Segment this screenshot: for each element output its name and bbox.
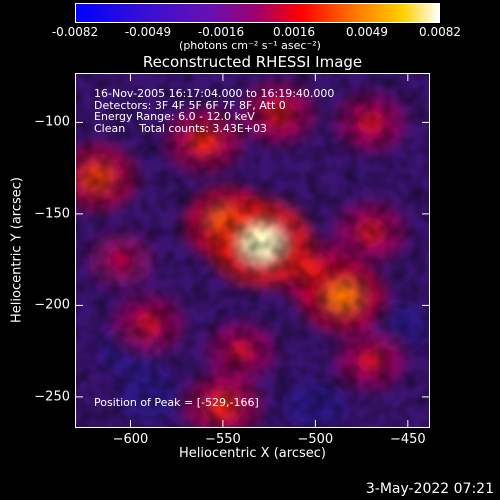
colorbar-tick-labels: -0.0082 -0.0049 -0.0016 0.0016 0.0049 0.…	[0, 25, 500, 39]
x-tick-label: −500	[297, 432, 334, 447]
colorbar-tick-label: -0.0082	[51, 25, 99, 39]
colorbar-tick-label: -0.0049	[124, 25, 172, 39]
colorbar-units: (photons cm⁻² s⁻¹ asec⁻²)	[179, 39, 321, 52]
y-tick-labels: −100 −150 −200 −250	[0, 0, 70, 500]
x-tick-label: −550	[205, 432, 241, 447]
y-tick-label: −150	[34, 206, 70, 222]
y-tick-label: −200	[34, 297, 70, 313]
x-tick-label: −600	[112, 432, 149, 447]
detectors-label: Detectors: 3F 4F 5F 6F 7F 8F, Att 0	[94, 98, 286, 112]
chart-title: Reconstructed RHESSI Image	[142, 53, 363, 71]
footer-timestamp: 3-May-2022 07:21	[365, 481, 494, 497]
y-tick-label: −250	[34, 389, 70, 405]
y-tick-label: −100	[34, 114, 70, 130]
x-tick-label: −450	[389, 432, 426, 447]
colorbar	[75, 3, 440, 23]
x-tick-labels: −600 −550 −500 −450	[0, 432, 500, 448]
colorbar-tick-label: 0.0082	[419, 25, 461, 39]
colorbar-tick-label: -0.0016	[197, 25, 245, 39]
clean-counts-label: Clean Total counts: 3.43E+03	[94, 121, 268, 135]
peak-position-label: Position of Peak = [-529,-166]	[94, 396, 259, 409]
energy-range-label: Energy Range: 6.0 - 12.0 keV	[94, 110, 255, 123]
heatmap-image	[75, 73, 430, 428]
colorbar-tick-label: 0.0016	[273, 25, 315, 39]
time-range-label: 16-Nov-2005 16:17:04.000 to 16:19:40.000	[94, 87, 335, 100]
info-overlay: 16-Nov-2005 16:17:04.000 to 16:19:40.000…	[94, 88, 334, 134]
x-axis-label: Heliocentric X (arcsec)	[179, 446, 326, 461]
colorbar-tick-label: 0.0049	[346, 25, 388, 39]
y-axis-label: Heliocentric Y (arcsec)	[9, 177, 25, 323]
